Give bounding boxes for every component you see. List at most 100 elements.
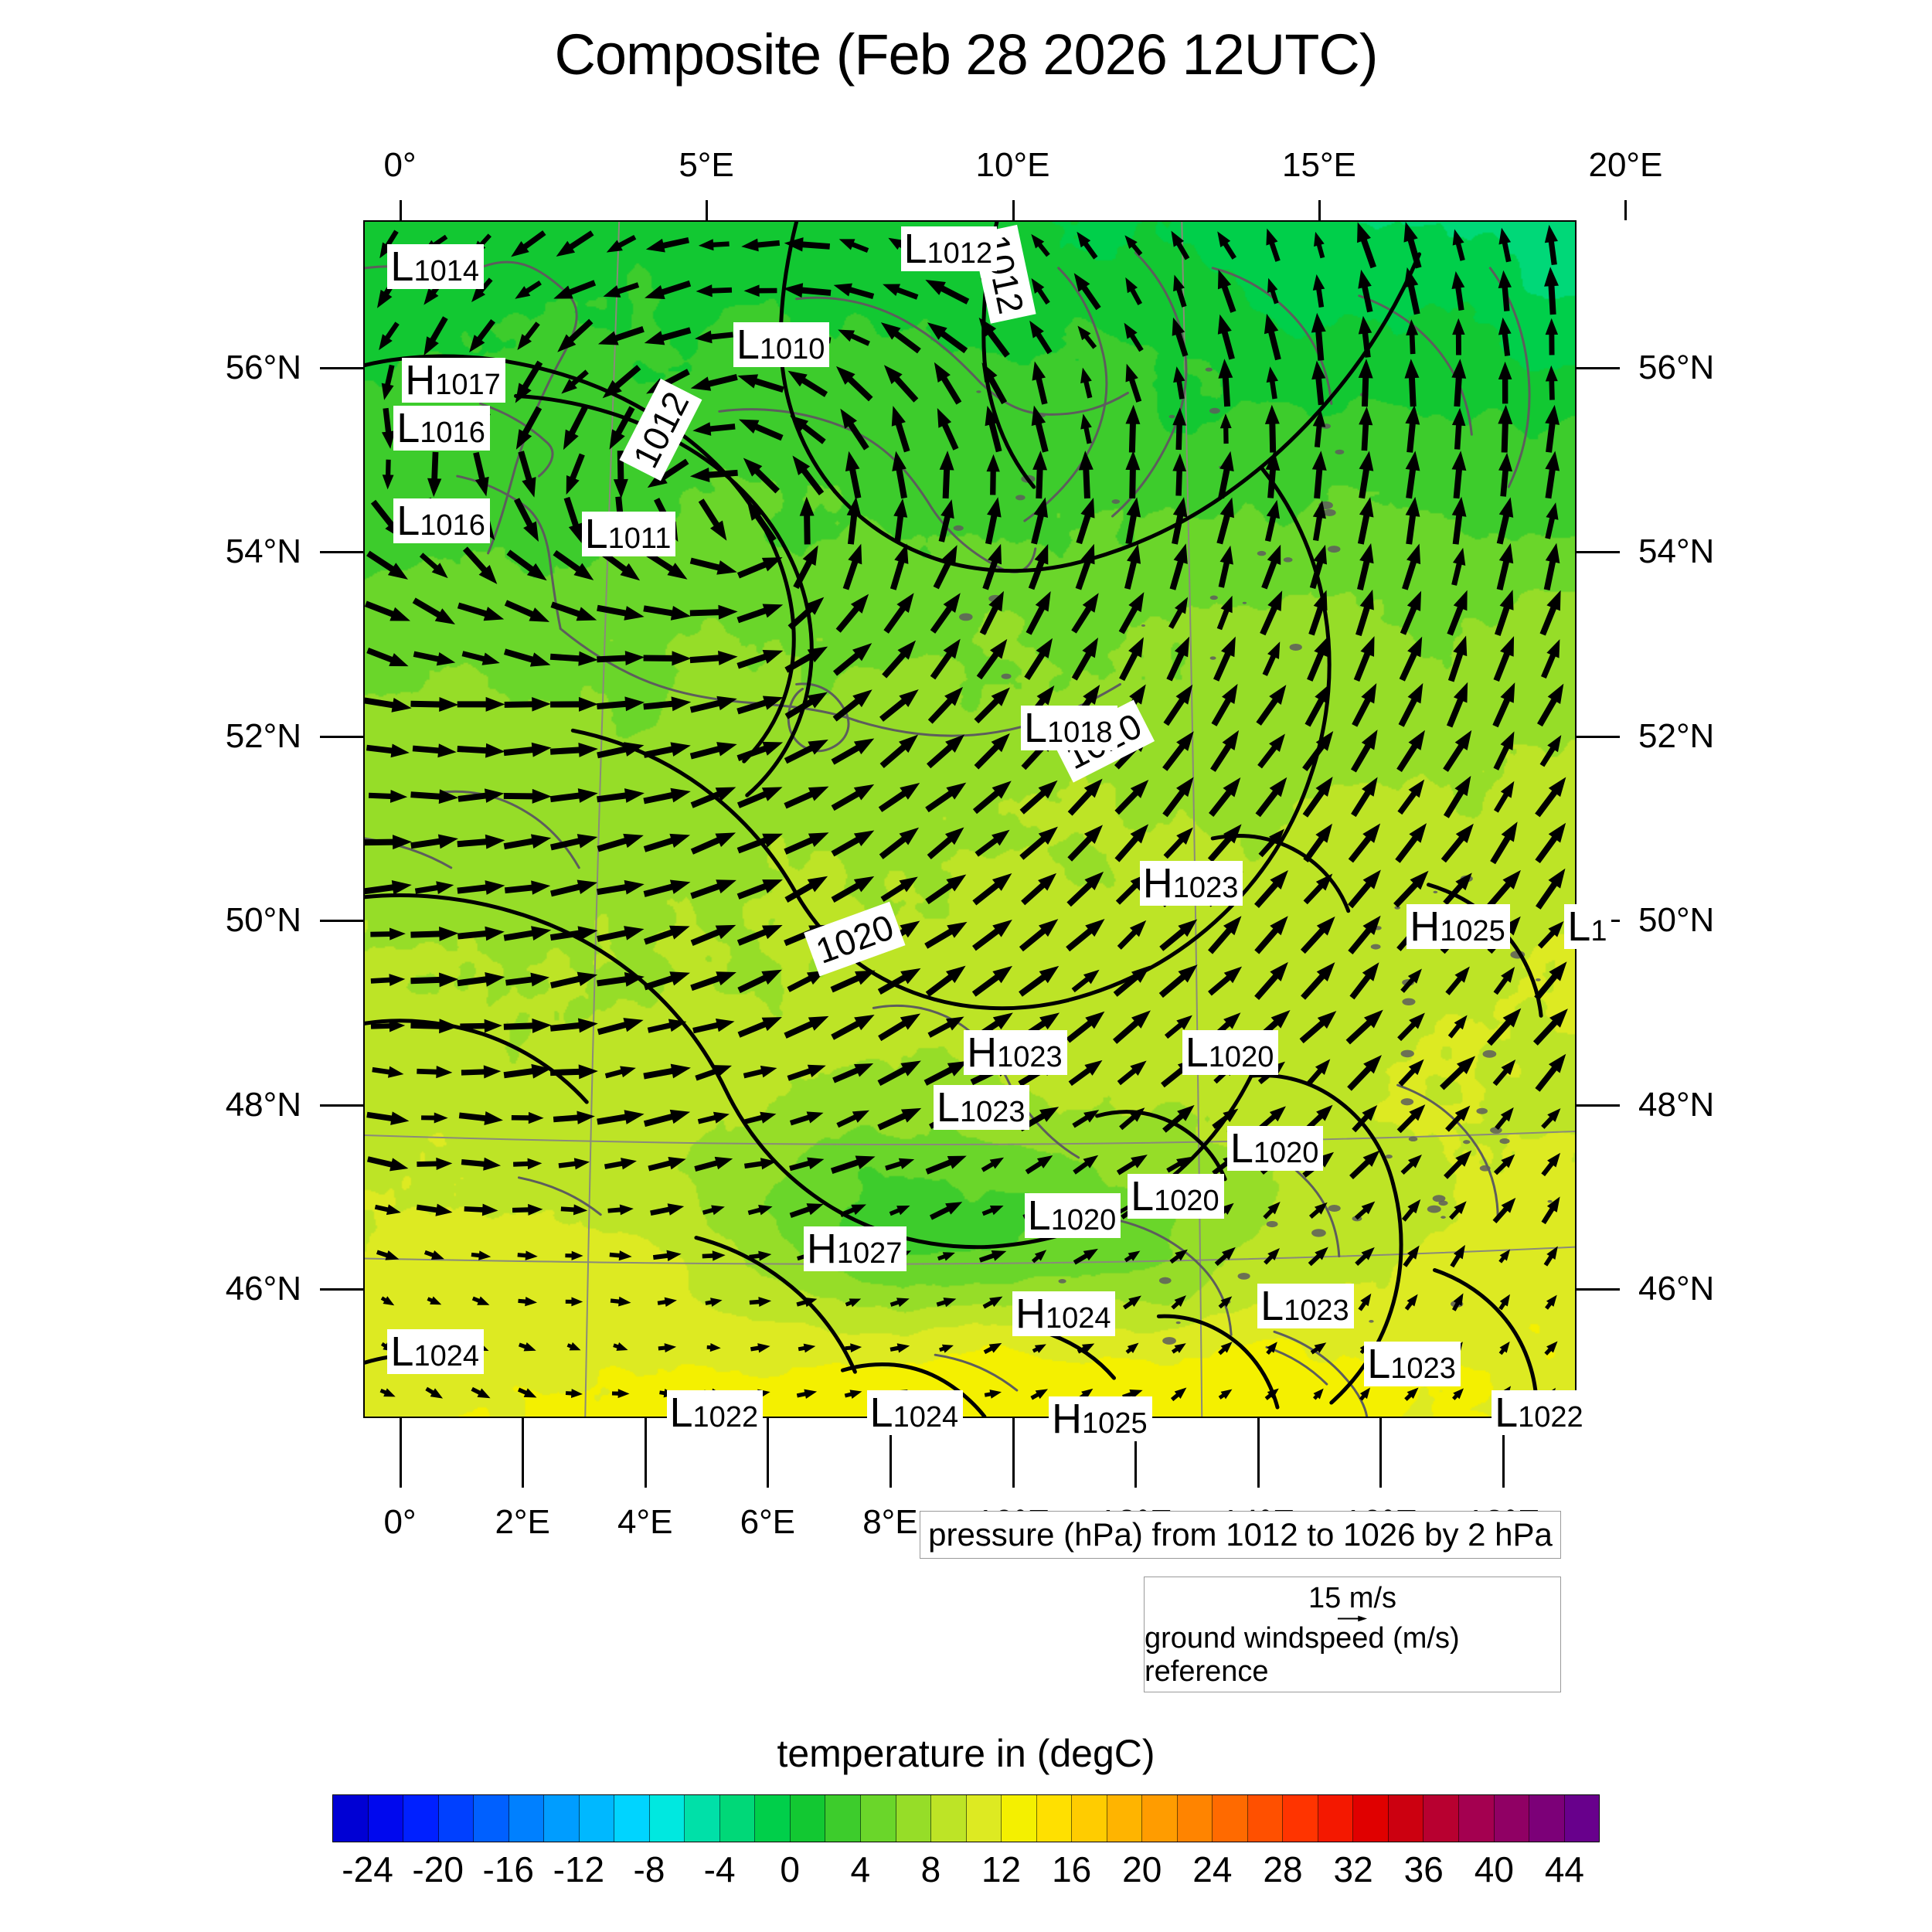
high-pressure-marker: H1023 (1139, 861, 1243, 906)
axis-label: 2°E (495, 1503, 550, 1541)
high-pressure-marker: H1017 (402, 358, 505, 403)
axis-label: 10°E (975, 146, 1050, 184)
colorbar-cell (403, 1795, 439, 1842)
pressure-marker-type: L (936, 1084, 960, 1131)
axis-tick (1134, 1418, 1138, 1488)
map-frame (363, 220, 1577, 1418)
low-pressure-marker: L1024 (866, 1390, 964, 1436)
axis-tick (1318, 200, 1321, 220)
pressure-marker-value: 1 (1590, 915, 1607, 948)
low-pressure-marker: L1020 (1024, 1192, 1121, 1238)
axis-tick (320, 551, 363, 554)
colorbar-cell (685, 1795, 720, 1842)
axis-tick (706, 200, 709, 220)
pressure-marker-value: 1022 (692, 1401, 759, 1434)
axis-tick (1577, 1104, 1620, 1107)
axis-label: 0° (383, 146, 417, 184)
colorbar-cell (1353, 1795, 1389, 1842)
axis-tick (889, 1418, 892, 1488)
axis-tick (1502, 1418, 1505, 1488)
colorbar-tick: 12 (981, 1849, 1022, 1889)
pressure-marker-type: L (1495, 1389, 1519, 1437)
axis-tick (1379, 1418, 1383, 1488)
colorbar-cell (1529, 1795, 1565, 1842)
pressure-legend: pressure (hPa) from 1012 to 1026 by 2 hP… (920, 1511, 1561, 1559)
low-pressure-marker: L1022 (1492, 1389, 1588, 1437)
colorbar-cell (649, 1795, 685, 1842)
axis-tick (522, 1418, 525, 1488)
pressure-marker-type: L (1260, 1283, 1284, 1330)
pressure-marker-type: H (1052, 1396, 1083, 1443)
low-pressure-marker: L1022 (666, 1390, 764, 1436)
pressure-marker-value: 1014 (413, 255, 479, 287)
axis-label: 56°N (1638, 348, 1715, 386)
axis-label: 54°N (1638, 532, 1715, 571)
low-pressure-marker: L1023 (1257, 1283, 1354, 1330)
pressure-marker-type: H (806, 1226, 837, 1272)
pressure-marker-value: 1024 (1045, 1301, 1111, 1335)
axis-label: 48°N (1638, 1085, 1715, 1124)
colorbar-cell (1142, 1795, 1178, 1842)
axis-tick (399, 200, 402, 220)
colorbar-tick: -20 (412, 1849, 464, 1889)
high-pressure-marker: H1025 (1406, 904, 1510, 950)
low-pressure-marker: L1020 (1226, 1125, 1324, 1171)
axis-tick (1577, 551, 1620, 554)
high-pressure-marker: H1024 (1012, 1291, 1116, 1336)
low-pressure-marker: L1020 (1182, 1029, 1279, 1075)
colorbar-cell (1423, 1795, 1459, 1842)
axis-label: 0° (383, 1503, 417, 1541)
axis-tick (320, 735, 363, 738)
colorbar-tick: 4 (850, 1849, 871, 1889)
low-pressure-marker: L1010 (733, 321, 830, 368)
colorbar-cell (1213, 1795, 1248, 1842)
pressure-marker-value: 1023 (1284, 1294, 1349, 1328)
pressure-marker-type: L (1131, 1172, 1155, 1219)
axis-label: 48°N (225, 1085, 301, 1124)
colorbar-tick: 8 (920, 1849, 941, 1889)
pressure-marker-value: 1027 (836, 1237, 903, 1270)
axis-label: 15°E (1282, 146, 1356, 184)
pressure-marker-type: L (1367, 1340, 1391, 1387)
pressure-marker-value: 1023 (1390, 1352, 1456, 1385)
pressure-marker-type: L (903, 225, 927, 272)
axis-tick (767, 1418, 770, 1488)
wind-reference-caption: ground windspeed (m/s) reference (1145, 1622, 1460, 1688)
colorbar-tick: 44 (1544, 1849, 1585, 1889)
colorbar-cell (579, 1795, 615, 1842)
colorbar-cell (719, 1795, 756, 1842)
colorbar-cell (755, 1795, 791, 1842)
axis-tick (1577, 366, 1620, 369)
colorbar-cell (1036, 1795, 1073, 1842)
colorbar-cell (1107, 1795, 1143, 1842)
pressure-marker-type: L (584, 510, 608, 557)
axis-tick (1577, 1288, 1620, 1291)
colorbar-cell (966, 1795, 1002, 1842)
axis-tick (644, 1418, 647, 1488)
wind-reference-value: 15 m/s (1308, 1582, 1397, 1614)
colorbar-cell (1318, 1795, 1354, 1842)
pressure-marker-value: 1024 (893, 1401, 959, 1434)
pressure-marker-type: L (736, 321, 760, 368)
pressure-marker-value: 1023 (997, 1040, 1063, 1073)
high-pressure-marker: H1027 (803, 1226, 907, 1272)
map-container[interactable]: L1014 H1017 L1016 L1016 L1010 L1012 L1011 L1018… (363, 220, 1612, 1442)
pressure-marker-value: 1018 (1046, 716, 1113, 749)
page-title: Composite (Feb 28 2026 12UTC) (554, 22, 1378, 87)
colorbar[interactable] (332, 1794, 1600, 1842)
pressure-marker-type: L (396, 405, 420, 452)
colorbar-tick: 24 (1192, 1849, 1233, 1889)
colorbar-cell (1388, 1795, 1424, 1842)
colorbar-title: temperature in (degC) (777, 1732, 1155, 1775)
axis-label: 56°N (225, 348, 301, 386)
colorbar-cell (860, 1795, 896, 1842)
pressure-marker-type: H (1015, 1290, 1046, 1337)
axis-tick (320, 920, 363, 923)
right-arrow-icon (1337, 1615, 1368, 1622)
axis-label: 50°N (225, 901, 301, 940)
colorbar-tick: -12 (553, 1849, 605, 1889)
colorbar-tick: 16 (1052, 1849, 1092, 1889)
axis-label: 54°N (225, 532, 301, 571)
pressure-marker-value: 1023 (1172, 872, 1239, 905)
pressure-marker-value: 1025 (1082, 1407, 1148, 1440)
